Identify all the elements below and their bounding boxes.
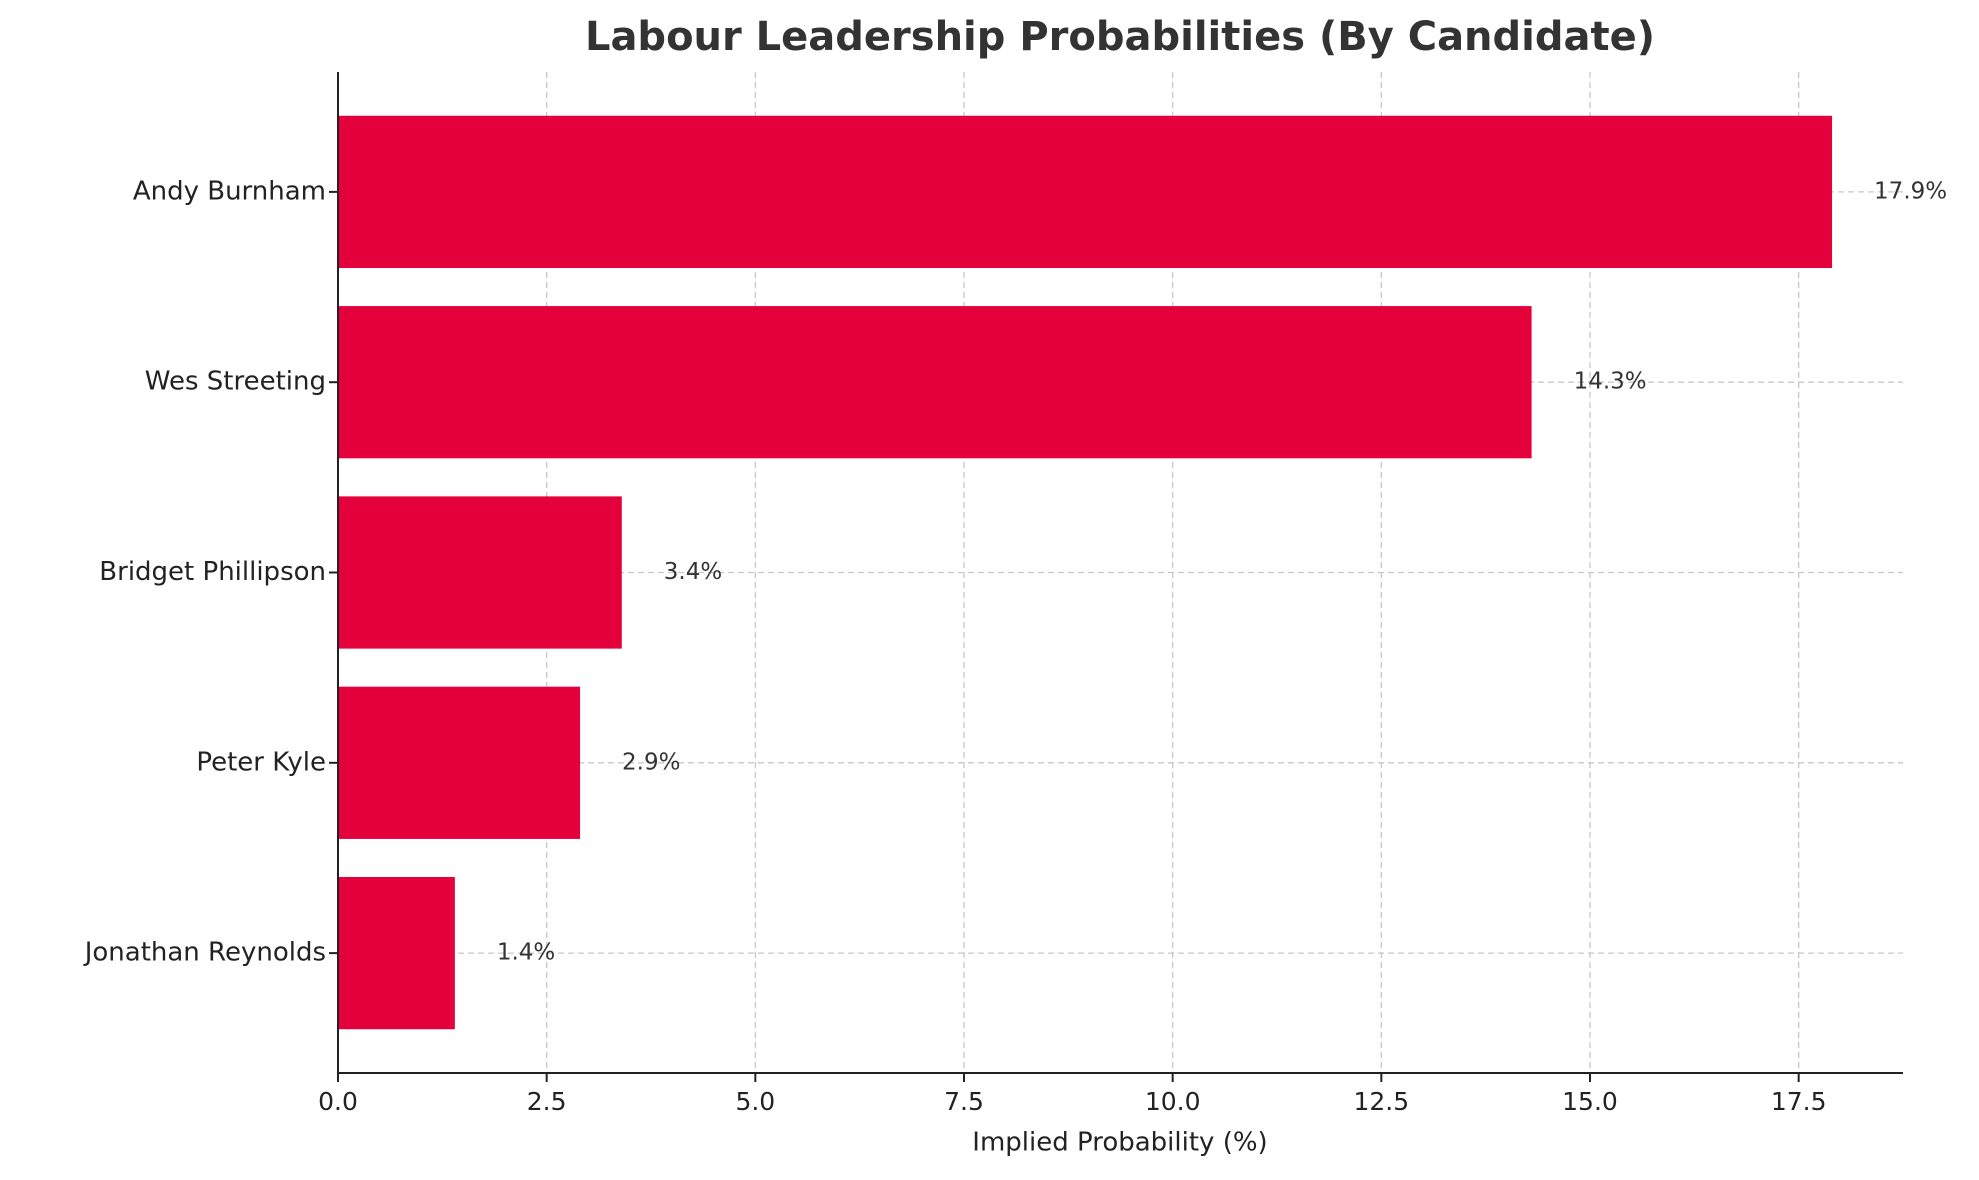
bar	[338, 306, 1532, 459]
chart-title: Labour Leadership Probabilities (By Cand…	[585, 14, 1655, 60]
value-label: 2.9%	[622, 749, 680, 775]
x-tick-label: 15.0	[1562, 1087, 1618, 1116]
y-tick-label: Peter Kyle	[196, 747, 326, 777]
value-label: 14.3%	[1574, 369, 1647, 395]
x-tick-label: 12.5	[1353, 1087, 1409, 1116]
bar	[338, 496, 622, 649]
y-tick-label: Bridget Phillipson	[99, 557, 326, 587]
x-tick-label: 17.5	[1771, 1087, 1827, 1116]
x-axis-label: Implied Probability (%)	[972, 1128, 1267, 1158]
x-tick-label: 0.0	[318, 1087, 358, 1116]
bar	[338, 876, 455, 1030]
y-tick-label: Jonathan Reynolds	[83, 938, 326, 968]
x-tick-label: 5.0	[735, 1087, 775, 1116]
value-label: 3.4%	[664, 559, 722, 585]
bar	[338, 686, 581, 839]
value-label: 1.4%	[497, 940, 555, 966]
y-tick-label: Wes Streeting	[145, 367, 326, 397]
value-label: 17.9%	[1874, 178, 1947, 204]
x-tick-label: 10.0	[1145, 1087, 1201, 1116]
bar	[338, 115, 1833, 269]
x-tick-label: 2.5	[527, 1087, 567, 1116]
y-tick-label: Andy Burnham	[133, 176, 326, 206]
x-tick-label: 7.5	[944, 1087, 984, 1116]
